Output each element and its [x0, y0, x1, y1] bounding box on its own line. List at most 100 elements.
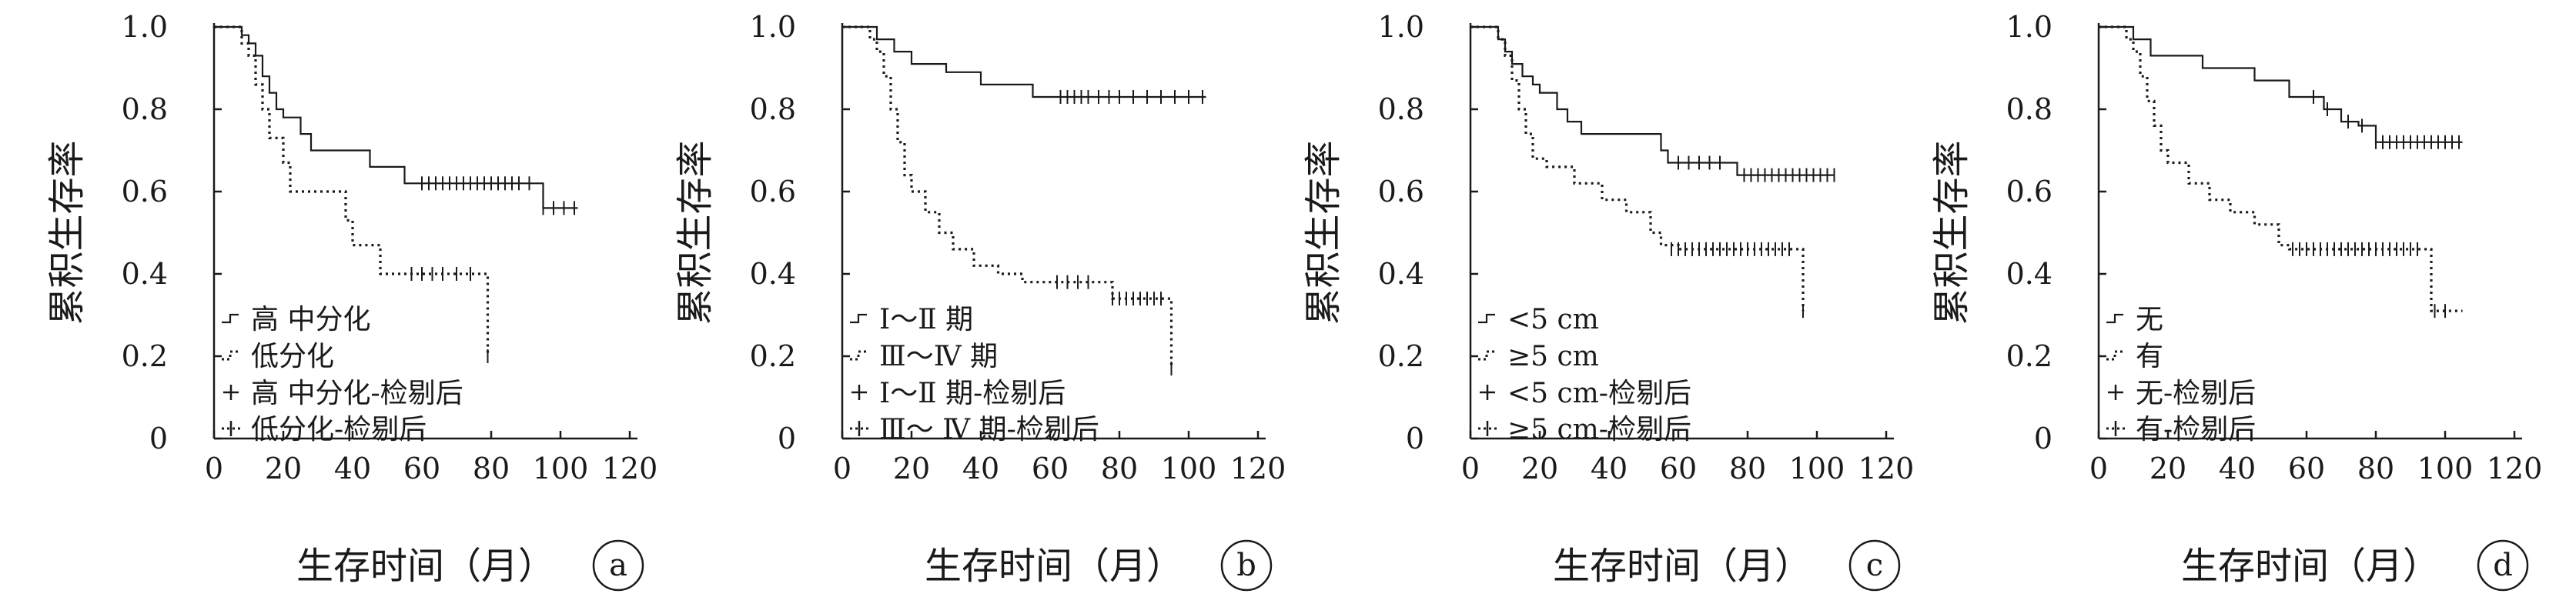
km-curve-dotted	[2099, 25, 2463, 312]
panel-label: b	[1236, 548, 1256, 583]
legend-item: 高 中分化	[222, 304, 370, 335]
km-panel-d: 0 0.2 0.4 0.6 0.8 1.0 0 20 40 60 80 100 120 累积生存率生存时间…	[1930, 10, 2543, 592]
legend-item: 有-检剔后	[2106, 414, 2256, 445]
panel-label-circle	[2477, 539, 2529, 592]
km-curve-dotted	[842, 25, 1173, 369]
km-curve-solid	[842, 25, 1206, 98]
y-tick-label: 1.0	[2006, 10, 2052, 44]
legend-item: ≥5 cm	[1478, 341, 1599, 372]
legend-label: <5 cm-检剔后	[1507, 378, 1691, 409]
legend-swatch-dotted	[222, 350, 239, 361]
legend-label: 无-检剔后	[2136, 378, 2256, 409]
y-tick-label: 0.2	[2006, 339, 2052, 373]
legend-label: 有	[2136, 341, 2163, 372]
km-panel-c: 0 0.2 0.4 0.6 0.8 1.0 0 20 40 60 80 100 120 累积生存率生存时间…	[1302, 10, 1914, 592]
x-tick-label: 40	[1591, 452, 1628, 485]
legend-item: <5 cm	[1478, 304, 1599, 335]
panel-label-circle	[592, 539, 644, 592]
x-tick-label: 120	[1230, 452, 1286, 485]
legend-item: Ⅲ～ Ⅳ 期-检剔后	[850, 414, 1099, 445]
y-tick-label: 0.6	[1378, 175, 1424, 208]
y-tick-label: 0.4	[1378, 257, 1424, 291]
panel-label-circle	[1220, 539, 1273, 592]
legend-label: 无	[2136, 304, 2163, 335]
y-tick-label: 0	[149, 422, 168, 455]
y-axis-title: 累积生存率	[1930, 140, 1973, 325]
km-curve-solid	[214, 25, 578, 209]
x-tick-label: 40	[962, 452, 999, 485]
legend-label: Ⅰ～Ⅱ 期-检剔后	[879, 378, 1066, 409]
x-tick-label: 20	[1521, 452, 1558, 485]
legend-swatch-dotted	[2106, 350, 2123, 361]
x-tick-label: 100	[1161, 452, 1217, 485]
legend-item: 低分化	[222, 341, 334, 372]
km-curve-dotted	[214, 25, 490, 356]
x-tick-label: 20	[265, 452, 302, 485]
y-tick-label: 0	[778, 422, 796, 455]
y-tick-label: 0.2	[750, 339, 796, 373]
x-tick-label: 20	[2149, 452, 2186, 485]
km-panel-b: 0 0.2 0.4 0.6 0.8 1.0 0 20 40 60 80 100 120 累积生存率生存时间…	[674, 10, 1286, 592]
y-axis-title: 累积生存率	[45, 140, 89, 325]
y-tick-label: 0.8	[122, 92, 168, 126]
legend-swatch-solid	[1478, 313, 1495, 324]
legend-item: 有	[2106, 341, 2163, 372]
x-tick-label: 100	[1789, 452, 1845, 485]
legend-swatch-dotted	[850, 350, 867, 361]
x-tick-label: 60	[1660, 452, 1697, 485]
legend-label: <5 cm	[1507, 304, 1599, 335]
x-tick-label: 80	[1101, 452, 1138, 485]
legend-label: 低分化-检剔后	[251, 414, 427, 445]
x-axis-title: 生存时间（月）	[1553, 545, 1812, 588]
x-tick-label: 20	[893, 452, 930, 485]
x-tick-label: 100	[533, 452, 589, 485]
legend-item: 无-检剔后	[2108, 378, 2256, 409]
y-tick-label: 0.4	[122, 257, 168, 291]
x-axis-title: 生存时间（月）	[2181, 545, 2440, 588]
y-tick-label: 0.4	[750, 257, 796, 291]
legend-item: Ⅰ～Ⅱ 期	[850, 304, 973, 335]
legend-swatch-solid	[222, 313, 239, 324]
x-tick-label: 0	[2089, 452, 2108, 485]
legend-swatch-dotted	[1478, 350, 1495, 361]
legend-label: Ⅰ～Ⅱ 期	[879, 304, 973, 335]
x-axis-title: 生存时间（月）	[296, 545, 555, 588]
legend-item: 高 中分化-检剔后	[223, 378, 463, 409]
x-tick-label: 120	[2487, 452, 2543, 485]
x-tick-label: 40	[334, 452, 371, 485]
y-tick-label: 0.6	[2006, 175, 2052, 208]
legend-swatch-solid	[2106, 313, 2123, 324]
x-tick-label: 0	[205, 452, 223, 485]
km-curve-solid	[1470, 25, 1835, 176]
x-tick-label: 0	[1461, 452, 1480, 485]
x-tick-label: 40	[2219, 452, 2256, 485]
x-tick-label: 60	[2288, 452, 2325, 485]
y-tick-label: 0.2	[122, 339, 168, 373]
legend-item: ≥5 cm-检剔后	[1478, 414, 1691, 445]
legend-item: 低分化-检剔后	[222, 414, 427, 445]
legend-label: 低分化	[251, 341, 334, 372]
x-tick-label: 120	[602, 452, 658, 485]
x-tick-label: 80	[2357, 452, 2394, 485]
y-tick-label: 0.4	[2006, 257, 2052, 291]
legend-swatch-solid	[850, 313, 867, 324]
x-tick-label: 60	[403, 452, 440, 485]
legend-label: 高 中分化-检剔后	[251, 378, 463, 409]
panel-label: a	[609, 548, 627, 583]
y-tick-label: 1.0	[750, 10, 796, 44]
x-axis-title: 生存时间（月）	[925, 545, 1183, 588]
y-tick-label: 0	[2034, 422, 2052, 455]
y-tick-label: 0.6	[750, 175, 796, 208]
y-tick-label: 1.0	[1378, 10, 1424, 44]
panel-label-circle	[1848, 539, 1901, 592]
y-tick-label: 0.2	[1378, 339, 1424, 373]
legend-label: ≥5 cm-检剔后	[1507, 414, 1691, 445]
x-tick-label: 0	[833, 452, 851, 485]
y-axis-title: 累积生存率	[1302, 140, 1345, 325]
km-curve-solid	[2099, 25, 2463, 143]
legend-label: Ⅲ～Ⅳ 期	[879, 341, 998, 372]
x-tick-label: 80	[1729, 452, 1766, 485]
legend-item: <5 cm-检剔后	[1480, 378, 1691, 409]
x-tick-label: 60	[1032, 452, 1069, 485]
